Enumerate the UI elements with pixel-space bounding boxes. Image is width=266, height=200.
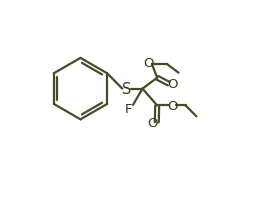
Text: O: O: [148, 116, 158, 129]
Text: S: S: [122, 82, 131, 97]
Text: O: O: [167, 99, 178, 112]
Text: O: O: [167, 78, 178, 91]
Text: F: F: [125, 102, 132, 115]
Text: O: O: [143, 57, 153, 70]
